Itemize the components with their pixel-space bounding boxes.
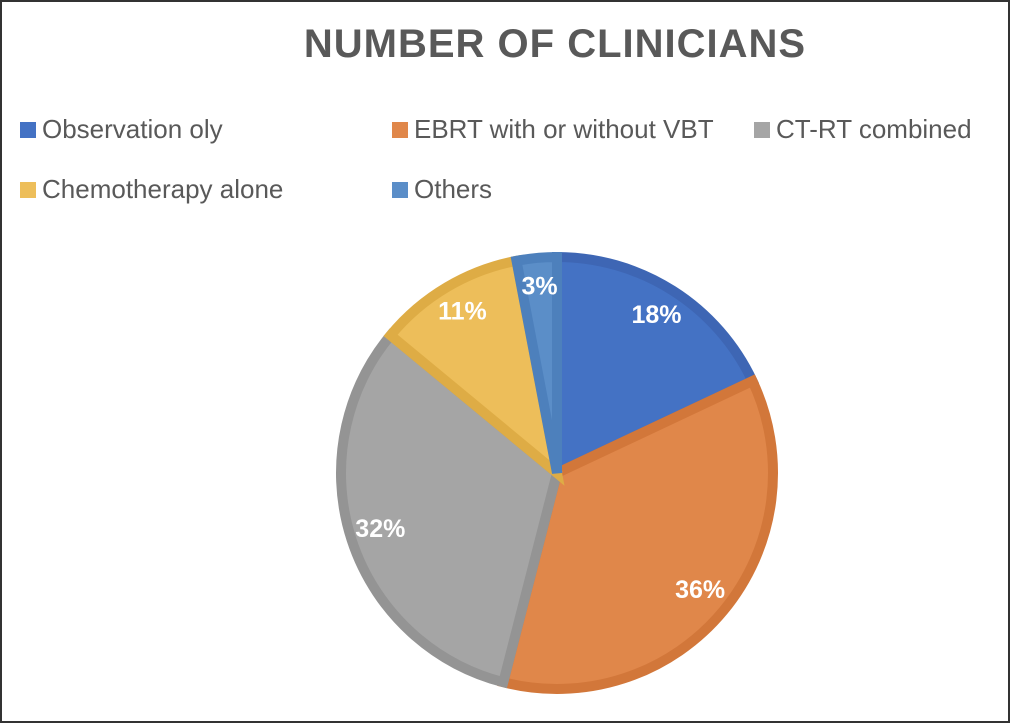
- legend-item-observation: Observation oly: [20, 114, 223, 145]
- legend-swatch: [392, 181, 408, 198]
- pie-slice-2: [336, 328, 563, 689]
- legend-label: Observation oly: [42, 114, 223, 144]
- chart-title: NUMBER OF CLINICIANS: [303, 22, 807, 66]
- legend-label: Chemotherapy alone: [42, 174, 284, 204]
- pie-slice-1: [497, 374, 778, 694]
- data-label-4: 3%: [521, 273, 557, 301]
- data-label-1: 36%: [675, 576, 725, 604]
- data-label-3: 11%: [438, 298, 487, 326]
- legend-swatch: [20, 121, 36, 138]
- pie-slice-4: [510, 251, 562, 474]
- data-label-0: 18%: [632, 301, 682, 329]
- legend-item-chemotherapy: Chemotherapy alone: [20, 174, 283, 205]
- pie-slice-0: [552, 251, 760, 481]
- legend-swatch: [754, 121, 770, 138]
- legend-item-others: Others: [392, 174, 492, 205]
- legend-item-ebrt: EBRT with or without VBT: [392, 114, 714, 145]
- pie-slice-3: [383, 254, 565, 486]
- legend-label: EBRT with or without VBT: [414, 114, 714, 144]
- legend-label: Others: [414, 174, 493, 204]
- legend-swatch: [392, 121, 408, 138]
- legend-swatch: [20, 181, 36, 198]
- data-label-2: 32%: [355, 515, 405, 543]
- legend-item-ctrt: CT-RT combined: [754, 114, 972, 145]
- legend-label: CT-RT combined: [776, 114, 972, 144]
